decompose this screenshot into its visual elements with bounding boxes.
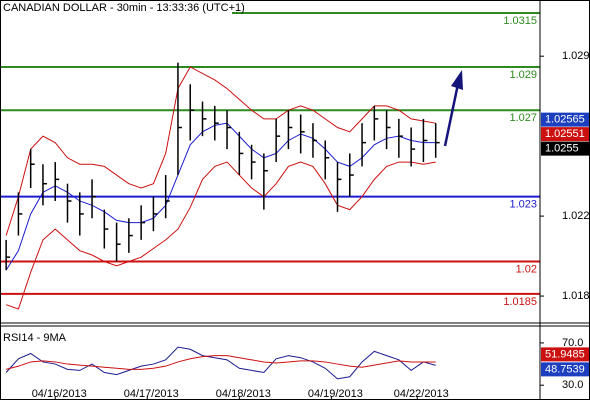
price-marker: 1.02551 xyxy=(545,128,585,140)
forecast-arrow-head xyxy=(451,70,463,90)
panel-title: RSI14 - 9MA xyxy=(3,332,67,344)
y-tick-label: 70.0 xyxy=(562,337,583,349)
level-label: 1.0185 xyxy=(503,296,537,308)
level-label: 1.023 xyxy=(509,199,537,211)
price-marker-box xyxy=(541,112,590,127)
x-tick-label: 04/19/2013 xyxy=(308,388,363,400)
y-tick-label: 1.0184 xyxy=(562,290,590,302)
price-marker: 1.02565 xyxy=(545,114,585,126)
price-marker: 1.0255 xyxy=(545,143,579,155)
level-label: 1.02 xyxy=(516,263,537,275)
indicator-line xyxy=(6,355,436,370)
indicator-line xyxy=(5,346,436,380)
price-marker-box xyxy=(541,127,590,142)
value-marker: 51.9485 xyxy=(545,348,585,360)
chart-title: CANADIAN DOLLAR - 30min - 13:33:36 (UTC+… xyxy=(3,2,245,14)
price-marker-box xyxy=(541,141,590,156)
value-marker-box xyxy=(541,362,590,377)
indicator-line xyxy=(5,122,436,271)
title-bg xyxy=(0,0,232,16)
level-label: 1.0315 xyxy=(503,15,537,27)
level-label: 1.029 xyxy=(509,69,537,81)
level-label: 1.027 xyxy=(509,112,537,124)
y-tick-label: 30.0 xyxy=(562,379,583,391)
x-tick-label: 04/18/2013 xyxy=(216,388,271,400)
x-tick-label: 04/17/2013 xyxy=(124,388,179,400)
indicator-line xyxy=(5,66,436,236)
value-marker-box xyxy=(541,347,590,362)
y-tick-label: 1.0295 xyxy=(562,50,590,62)
x-tick-label: 04/16/2013 xyxy=(32,388,87,400)
forecast-arrow xyxy=(443,83,460,147)
indicator-line xyxy=(5,161,436,310)
x-tick-label: 04/22/2013 xyxy=(394,388,449,400)
value-marker: 48.7539 xyxy=(545,363,585,375)
